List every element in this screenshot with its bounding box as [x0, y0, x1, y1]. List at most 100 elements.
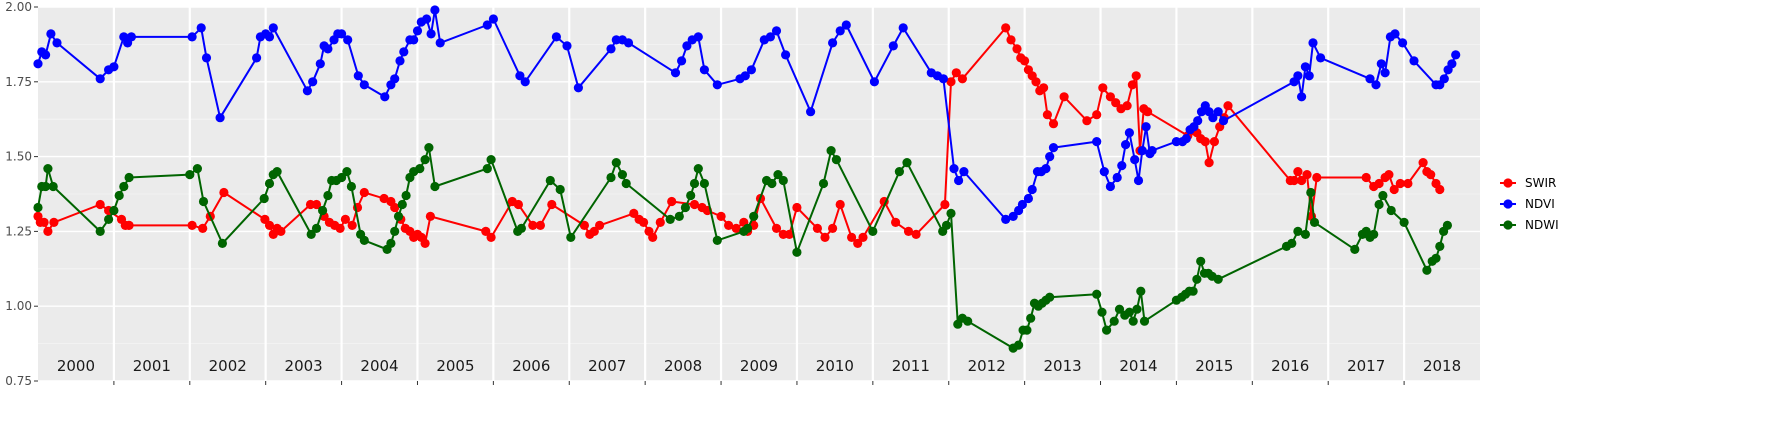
data-point-ndwi: [1092, 289, 1102, 299]
data-point-swir: [1092, 110, 1102, 120]
data-point-ndwi: [306, 229, 316, 239]
data-point-swir: [1082, 116, 1092, 126]
data-point-ndvi: [888, 41, 898, 51]
y-tick-label: 1.50: [5, 150, 32, 164]
data-point-ndvi: [187, 32, 197, 42]
y-tick-label: 1.00: [5, 299, 32, 313]
data-point-swir: [689, 199, 700, 210]
data-point-ndvi: [302, 86, 312, 96]
data-point-ndwi: [773, 170, 783, 180]
data-point-swir: [264, 220, 275, 230]
data-point-swir: [784, 229, 795, 239]
data-point-ndvi: [938, 74, 949, 84]
data-point-swir: [1031, 77, 1041, 87]
data-point-ndwi: [124, 172, 134, 183]
data-point-swir: [1361, 172, 1371, 183]
data-point-ndvi: [41, 50, 51, 60]
data-point-ndwi: [680, 202, 691, 213]
data-point-ndvi: [1304, 71, 1314, 81]
data-point-ndvi: [52, 38, 62, 48]
data-point-swir: [49, 217, 59, 227]
data-point-ndwi: [1350, 244, 1360, 254]
data-point-ndvi: [1112, 172, 1122, 183]
data-point-ndvi: [1293, 71, 1303, 81]
data-point-swir: [858, 232, 868, 242]
data-point-ndvi: [1008, 211, 1018, 221]
year-label: 2000: [57, 357, 95, 375]
data-point-ndvi: [488, 14, 498, 24]
data-point-ndvi: [426, 29, 436, 39]
data-point-ndvi: [308, 77, 318, 87]
data-point-ndwi: [424, 143, 434, 153]
data-point-swir: [528, 220, 538, 230]
data-point-ndwi: [1287, 238, 1297, 248]
data-point-ndvi: [380, 92, 390, 102]
data-point-ndwi: [318, 205, 328, 216]
data-point-swir: [39, 217, 49, 227]
data-point-swir: [486, 232, 496, 242]
data-point-swir: [957, 74, 968, 84]
data-point-ndwi: [1300, 229, 1310, 239]
data-point-swir: [1209, 137, 1219, 147]
data-point-ndvi: [828, 38, 838, 48]
data-point-swir: [589, 226, 599, 236]
data-point-ndvi: [109, 62, 119, 72]
data-point-ndvi: [1398, 38, 1408, 48]
data-point-ndwi: [41, 181, 51, 192]
data-point-ndwi: [217, 238, 227, 248]
data-point-ndwi: [272, 167, 282, 177]
data-point-ndwi: [712, 235, 722, 245]
data-point-ndvi: [268, 23, 278, 33]
data-point-swir: [535, 220, 546, 230]
data-point-swir: [1122, 101, 1132, 111]
data-point-ndwi: [192, 164, 202, 174]
data-point-ndwi: [1014, 340, 1024, 350]
data-point-ndvi: [806, 107, 816, 117]
data-point-swir: [1131, 71, 1141, 81]
data-point-ndvi: [781, 50, 791, 60]
data-point-ndwi: [323, 190, 333, 201]
data-point-ndwi: [826, 146, 836, 156]
data-point-ndvi: [215, 113, 225, 123]
data-point-ndvi: [1105, 181, 1115, 192]
data-point-swir: [1001, 23, 1011, 33]
data-point-swir: [812, 223, 823, 233]
data-point-swir: [835, 199, 845, 210]
data-point-ndwi: [963, 316, 973, 326]
data-point-ndvi: [1147, 146, 1157, 156]
data-point-ndvi: [343, 35, 353, 45]
data-point-ndwi: [109, 205, 119, 216]
data-point-ndvi: [359, 80, 369, 90]
data-point-ndvi: [33, 59, 43, 69]
data-point-ndwi: [1045, 292, 1055, 302]
data-point-ndvi: [399, 47, 409, 57]
data-point-ndwi: [699, 178, 710, 189]
data-point-swir: [198, 223, 208, 233]
legend-key-ndwi: [1503, 220, 1513, 230]
data-point-ndwi: [941, 220, 952, 230]
legend-key-ndvi: [1503, 199, 1513, 209]
data-point-ndwi: [482, 164, 492, 174]
data-point-ndwi: [346, 181, 356, 192]
data-point-ndwi: [818, 178, 829, 189]
data-point-ndvi: [623, 38, 634, 48]
axes: 2000 2001 2002 2003 2004 2005 2006 2007 2008 2009…: [5, 0, 1461, 388]
data-point-ndwi: [902, 158, 912, 168]
data-point-swir: [903, 226, 914, 236]
data-point-ndvi: [712, 80, 722, 90]
data-point-swir: [1059, 92, 1069, 102]
data-point-ndvi: [771, 26, 782, 36]
data-point-ndvi: [1300, 62, 1310, 72]
data-point-ndwi: [674, 211, 684, 221]
year-label: 2012: [968, 357, 1006, 375]
data-point-swir: [847, 232, 857, 242]
data-point-swir: [771, 223, 782, 233]
data-point-ndvi: [1193, 116, 1203, 126]
data-point-swir: [724, 220, 734, 230]
data-point-swir: [1223, 101, 1233, 111]
data-point-ndvi: [670, 68, 681, 78]
data-point-ndvi: [573, 83, 584, 93]
data-point-swir: [716, 211, 726, 221]
data-point-ndwi: [393, 211, 404, 221]
